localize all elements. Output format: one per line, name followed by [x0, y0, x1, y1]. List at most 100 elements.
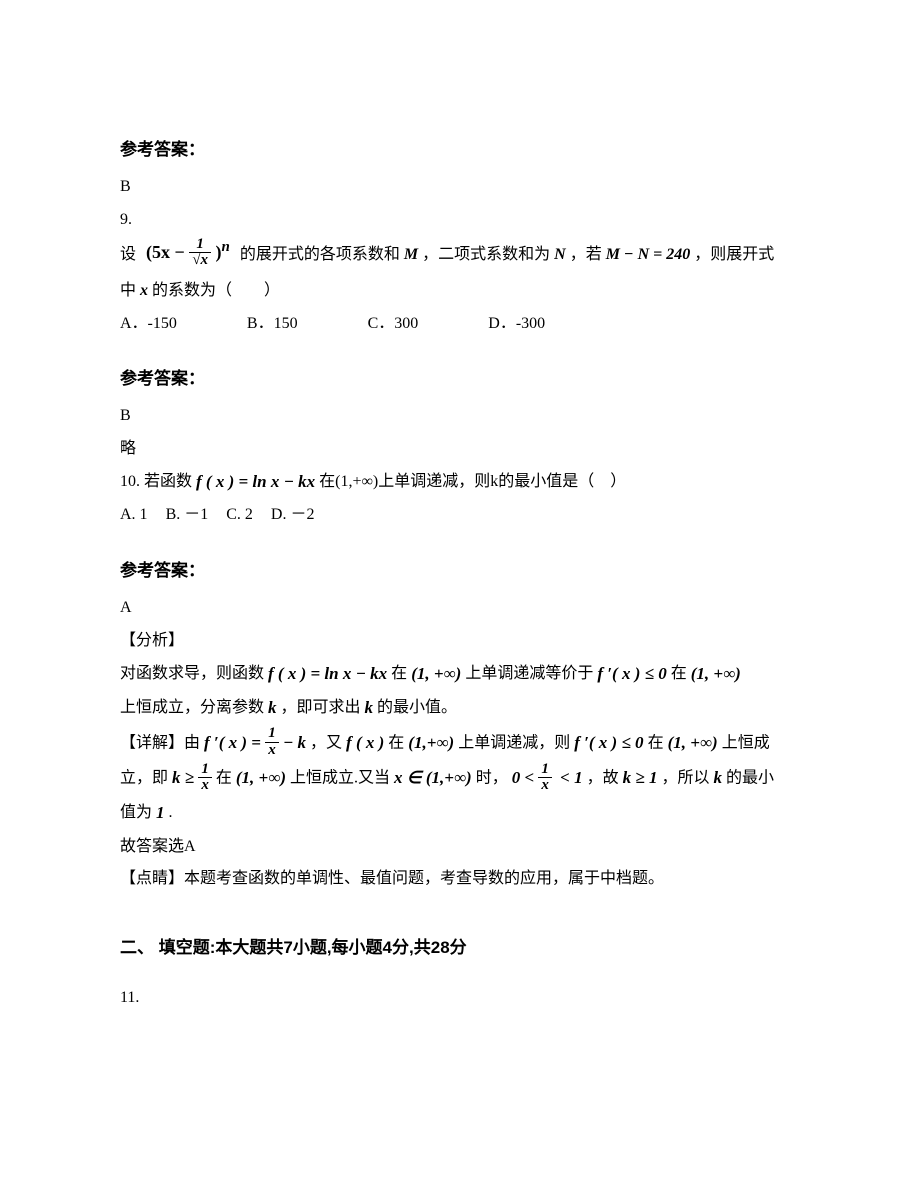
q10-dianjing: 【点睛】本题考查函数的单调性、最值问题，考查导数的应用，属于中档题。: [120, 864, 800, 894]
interval: (1, +∞): [668, 727, 718, 759]
num: 1: [538, 762, 552, 779]
k: k: [365, 692, 374, 724]
q9-expr-sup: n: [222, 239, 230, 255]
q10-fx: f ( x ) = ln x − kx: [196, 466, 315, 498]
q10-pre: 若函数: [144, 473, 196, 490]
k: k: [713, 762, 722, 794]
q10-detail-l2: 立，即 k ≥ 1 x 在 (1, +∞) 上恒成立.又当 x ∈ (1,+∞)…: [120, 762, 800, 795]
num: 1: [198, 762, 212, 779]
q10-mid: 在(1,+∞)上单调递减，则k的最小值是（ ）: [319, 473, 626, 490]
txt: 在: [388, 734, 408, 751]
txt: ，即可求出: [281, 699, 365, 716]
q9-answer: B: [120, 401, 800, 431]
q9-line2-pre: 中: [120, 282, 140, 299]
txt: 在: [671, 665, 691, 682]
q9-expr-frac-den: √x: [189, 253, 211, 269]
fpx: f ′( x ) = 1 x − k: [204, 727, 306, 760]
interval: (1, +∞): [411, 658, 461, 690]
fill-heading: 二、 填空题:本大题共7小题,每小题4分,共28分: [120, 932, 800, 964]
q10-detail-l3: 值为 1 .: [120, 797, 800, 829]
frac: 1 x: [265, 726, 279, 759]
txt: 对函数求导，则函数: [120, 665, 268, 682]
fpx0: f ′( x ) ≤ 0: [597, 658, 666, 690]
txt: 的最小值。: [377, 699, 457, 716]
frac: 1 x: [198, 762, 212, 795]
txt: ，所以: [661, 769, 713, 786]
txt: 在: [648, 734, 668, 751]
xin: x ∈ (1,+∞): [394, 762, 472, 794]
q10-answer: A: [120, 593, 800, 623]
k: k: [268, 692, 277, 724]
txt: 时，: [476, 769, 508, 786]
den: x: [198, 778, 212, 794]
q11-number: 11.: [120, 983, 800, 1013]
dianjing-text: 本题考查函数的单调性、最值问题，考查导数的应用，属于中档题。: [184, 870, 664, 887]
kge-l: k ≥: [172, 768, 194, 787]
q9-optB: B．150: [247, 309, 298, 339]
interval: (1, +∞): [236, 762, 286, 794]
answer-heading: 参考答案：: [120, 134, 800, 166]
dianjing-label: 【点睛】: [120, 870, 184, 887]
txt: 的最小: [726, 769, 774, 786]
txt: 上恒成: [722, 734, 770, 751]
q9-mid4: ，则展开式: [694, 246, 774, 263]
frac: 1 x: [538, 762, 552, 795]
q10-optA: A. 1: [120, 500, 148, 530]
q9-options: A．-150 B．150 C．300 D．-300: [120, 309, 800, 339]
fpx-a: f ′( x ) =: [204, 733, 261, 752]
fpx0: f ′( x ) ≤ 0: [574, 727, 643, 759]
q9-optD: D．-300: [488, 309, 545, 339]
txt: 上恒成立.又当: [290, 769, 394, 786]
detail-label: 【详解】由: [120, 734, 204, 751]
ineq-l: 0 <: [512, 768, 534, 787]
txt: .: [169, 804, 173, 821]
q8-answer: B: [120, 172, 800, 202]
q9-line2-post: 的系数为（ ）: [152, 282, 280, 299]
q9-x: x: [140, 276, 148, 306]
kge1: k ≥ 1: [623, 762, 658, 794]
q9-N: N: [554, 240, 566, 270]
q10-num: 10.: [120, 473, 144, 490]
q9-M: M: [404, 240, 418, 270]
q9-expr-lead: (5x −: [146, 242, 185, 262]
ineq-r: < 1: [560, 768, 582, 787]
fpx-b: − k: [283, 733, 306, 752]
q10-stem: 10. 若函数 f ( x ) = ln x − kx 在(1,+∞)上单调递减…: [120, 466, 800, 498]
q10-detail-l1: 【详解】由 f ′( x ) = 1 x − k ，又 f ( x ) 在 (1…: [120, 727, 800, 760]
q9-expr-frac-num: 1: [189, 237, 211, 254]
q10-analysis-p2: 上恒成立，分离参数 k ，即可求出 k 的最小值。: [120, 692, 800, 724]
q9-note: 略: [120, 434, 800, 464]
q9-answer-heading: 参考答案：: [120, 363, 800, 395]
q10-options: A. 1 B. －1 C. 2 D. －2: [120, 500, 800, 530]
fx: f ( x ): [346, 727, 384, 759]
q10-optC: C. 2: [226, 500, 253, 530]
q9-mid1: 的展开式的各项系数和: [240, 246, 404, 263]
q9-prefix: 设: [120, 246, 136, 263]
den: x: [265, 743, 279, 759]
txt: 立，即: [120, 769, 172, 786]
q9-number: 9.: [120, 205, 800, 235]
q10-optD: D. －2: [271, 500, 315, 530]
txt: 在: [391, 665, 411, 682]
txt: 在: [216, 769, 236, 786]
kge: k ≥ 1 x: [172, 762, 212, 795]
txt: ，又: [310, 734, 346, 751]
q9-expr-frac: 1 √x: [189, 237, 211, 270]
q9-mid2: ，二项式系数和为: [422, 246, 554, 263]
q9-expr: (5x − 1 √x )n: [146, 233, 230, 270]
q10-analysis-label: 【分析】: [120, 626, 800, 656]
txt: 上单调递减，则: [458, 734, 574, 751]
q10-conclude: 故答案选A: [120, 832, 800, 862]
ineq: 0 < 1 x < 1: [512, 762, 583, 795]
q10-answer-heading: 参考答案：: [120, 555, 800, 587]
txt: 上单调递减等价于: [465, 665, 597, 682]
q9-eqn: M − N = 240: [606, 240, 691, 270]
txt: 值为: [120, 804, 156, 821]
q9-line2: 中 x 的系数为（ ）: [120, 276, 800, 307]
q9-optA: A．-150: [120, 309, 177, 339]
txt: 上恒成立，分离参数: [120, 699, 268, 716]
q9-optC: C．300: [368, 309, 419, 339]
fx: f ( x ) = ln x − kx: [268, 658, 387, 690]
q9-mid3: ，若: [570, 246, 606, 263]
num: 1: [265, 726, 279, 743]
